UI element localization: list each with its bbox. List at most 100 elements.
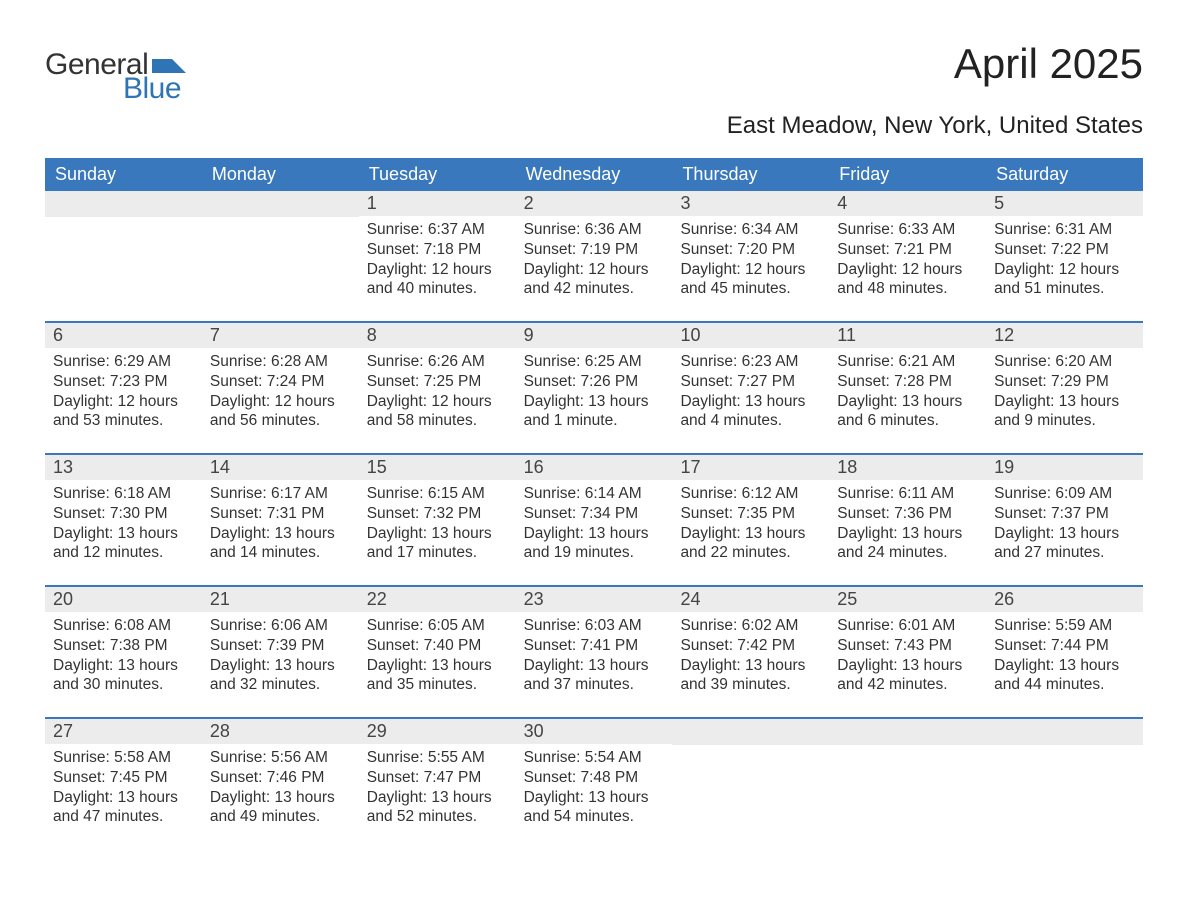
sunrise-line: Sunrise: 6:21 AM — [837, 352, 978, 372]
sunrise-line: Sunrise: 6:03 AM — [524, 616, 665, 636]
day-number-row: 30 — [516, 719, 673, 744]
sunrise-line: Sunrise: 6:26 AM — [367, 352, 508, 372]
day-cell: 28Sunrise: 5:56 AMSunset: 7:46 PMDayligh… — [202, 719, 359, 849]
day-number-row: 6 — [45, 323, 202, 348]
day-number-row: 23 — [516, 587, 673, 612]
location-subtitle: East Meadow, New York, United States — [45, 112, 1143, 140]
sunrise-line: Sunrise: 6:25 AM — [524, 352, 665, 372]
day-cell: 14Sunrise: 6:17 AMSunset: 7:31 PMDayligh… — [202, 455, 359, 585]
day-body: Sunrise: 6:18 AMSunset: 7:30 PMDaylight:… — [45, 480, 202, 573]
day-header: Sunday — [45, 158, 202, 191]
day-number-row: 26 — [986, 587, 1143, 612]
sunrise-line: Sunrise: 6:09 AM — [994, 484, 1135, 504]
sunrise-line: Sunrise: 6:23 AM — [680, 352, 821, 372]
day-number: 21 — [210, 589, 230, 609]
day-number: 12 — [994, 325, 1014, 345]
logo-text-blue: Blue — [123, 72, 181, 106]
day-cell: 7Sunrise: 6:28 AMSunset: 7:24 PMDaylight… — [202, 323, 359, 453]
sunrise-line: Sunrise: 6:29 AM — [53, 352, 194, 372]
daylight-line: Daylight: 13 hours and 1 minute. — [524, 392, 665, 432]
sunrise-line: Sunrise: 5:58 AM — [53, 748, 194, 768]
day-cell: 13 Sunrise: 6:18 AMSunset: 7:30 PMDayligh… — [45, 455, 202, 585]
day-body: Sunrise: 6:31 AMSunset: 7:22 PMDaylight:… — [986, 216, 1143, 309]
sunset-line: Sunset: 7:42 PM — [680, 636, 821, 656]
day-cell: 19Sunrise: 6:09 AMSunset: 7:37 PMDayligh… — [986, 455, 1143, 585]
day-number-row: 16 — [516, 455, 673, 480]
sunrise-line: Sunrise: 6:28 AM — [210, 352, 351, 372]
day-body: Sunrise: 6:15 AMSunset: 7:32 PMDaylight:… — [359, 480, 516, 573]
daylight-line: Daylight: 12 hours and 40 minutes. — [367, 260, 508, 300]
sunrise-line: Sunrise: 6:14 AM — [524, 484, 665, 504]
day-body: Sunrise: 6:03 AMSunset: 7:41 PMDaylight:… — [516, 612, 673, 705]
day-cell: 30Sunrise: 5:54 AMSunset: 7:48 PMDayligh… — [516, 719, 673, 849]
day-number-row: 10 — [672, 323, 829, 348]
daylight-line: Daylight: 12 hours and 48 minutes. — [837, 260, 978, 300]
day-cell: 24Sunrise: 6:02 AMSunset: 7:42 PMDayligh… — [672, 587, 829, 717]
day-cell: 10Sunrise: 6:23 AMSunset: 7:27 PMDayligh… — [672, 323, 829, 453]
day-number: 15 — [367, 457, 387, 477]
daylight-line: Daylight: 12 hours and 42 minutes. — [524, 260, 665, 300]
day-number: 27 — [53, 721, 73, 741]
sunrise-line: Sunrise: 6:11 AM — [837, 484, 978, 504]
day-body: Sunrise: 6:17 AMSunset: 7:31 PMDaylight:… — [202, 480, 359, 573]
day-number: 22 — [367, 589, 387, 609]
sunrise-line: Sunrise: 6:33 AM — [837, 220, 978, 240]
day-number-row: 20 — [45, 587, 202, 612]
sunrise-line: Sunrise: 5:59 AM — [994, 616, 1135, 636]
day-number: 13 — [53, 457, 73, 477]
daylight-line: Daylight: 12 hours and 45 minutes. — [680, 260, 821, 300]
sunrise-line: Sunrise: 6:20 AM — [994, 352, 1135, 372]
day-body: Sunrise: 5:56 AMSunset: 7:46 PMDaylight:… — [202, 744, 359, 837]
day-number-row — [986, 719, 1143, 745]
day-number: 16 — [524, 457, 544, 477]
day-cell: 5Sunrise: 6:31 AMSunset: 7:22 PMDaylight… — [986, 191, 1143, 321]
daylight-line: Daylight: 13 hours and 6 minutes. — [837, 392, 978, 432]
day-cell: 1Sunrise: 6:37 AMSunset: 7:18 PMDaylight… — [359, 191, 516, 321]
sunset-line: Sunset: 7:37 PM — [994, 504, 1135, 524]
sunset-line: Sunset: 7:29 PM — [994, 372, 1135, 392]
day-number-row — [829, 719, 986, 745]
day-number-row: 8 — [359, 323, 516, 348]
day-number: 10 — [680, 325, 700, 345]
sunset-line: Sunset: 7:44 PM — [994, 636, 1135, 656]
day-number: 20 — [53, 589, 73, 609]
day-cell: 25Sunrise: 6:01 AMSunset: 7:43 PMDayligh… — [829, 587, 986, 717]
daylight-line: Daylight: 13 hours and 4 minutes. — [680, 392, 821, 432]
day-header-row: SundayMondayTuesdayWednesdayThursdayFrid… — [45, 158, 1143, 191]
daylight-line: Daylight: 13 hours and 17 minutes. — [367, 524, 508, 564]
daylight-line: Daylight: 13 hours and 47 minutes. — [53, 788, 194, 828]
day-body: Sunrise: 6:12 AMSunset: 7:35 PMDaylight:… — [672, 480, 829, 573]
day-number: 17 — [680, 457, 700, 477]
day-body: Sunrise: 5:59 AMSunset: 7:44 PMDaylight:… — [986, 612, 1143, 705]
sunset-line: Sunset: 7:43 PM — [837, 636, 978, 656]
day-number-row: 29 — [359, 719, 516, 744]
day-number-row — [202, 191, 359, 217]
day-number: 8 — [367, 325, 377, 345]
calendar-week: 6Sunrise: 6:29 AMSunset: 7:23 PMDaylight… — [45, 321, 1143, 453]
day-cell: 16Sunrise: 6:14 AMSunset: 7:34 PMDayligh… — [516, 455, 673, 585]
daylight-line: Daylight: 13 hours and 52 minutes. — [367, 788, 508, 828]
sunset-line: Sunset: 7:41 PM — [524, 636, 665, 656]
day-number-row: 3 — [672, 191, 829, 216]
day-body: Sunrise: 6:05 AMSunset: 7:40 PMDaylight:… — [359, 612, 516, 705]
day-number-row: 24 — [672, 587, 829, 612]
day-header: Wednesday — [516, 158, 673, 191]
day-header: Friday — [829, 158, 986, 191]
day-number: 11 — [837, 325, 856, 345]
day-body: Sunrise: 6:29 AMSunset: 7:23 PMDaylight:… — [45, 348, 202, 441]
daylight-line: Daylight: 12 hours and 53 minutes. — [53, 392, 194, 432]
day-body: Sunrise: 6:37 AMSunset: 7:18 PMDaylight:… — [359, 216, 516, 309]
day-number: 25 — [837, 589, 857, 609]
sunset-line: Sunset: 7:30 PM — [53, 504, 194, 524]
sunset-line: Sunset: 7:22 PM — [994, 240, 1135, 260]
sunset-line: Sunset: 7:35 PM — [680, 504, 821, 524]
day-number-row: 27 — [45, 719, 202, 744]
day-number-row: 22 — [359, 587, 516, 612]
daylight-line: Daylight: 13 hours and 44 minutes. — [994, 656, 1135, 696]
day-cell — [986, 719, 1143, 849]
day-body: Sunrise: 6:02 AMSunset: 7:42 PMDaylight:… — [672, 612, 829, 705]
daylight-line: Daylight: 13 hours and 49 minutes. — [210, 788, 351, 828]
sunset-line: Sunset: 7:31 PM — [210, 504, 351, 524]
daylight-line: Daylight: 13 hours and 27 minutes. — [994, 524, 1135, 564]
sunrise-line: Sunrise: 6:15 AM — [367, 484, 508, 504]
